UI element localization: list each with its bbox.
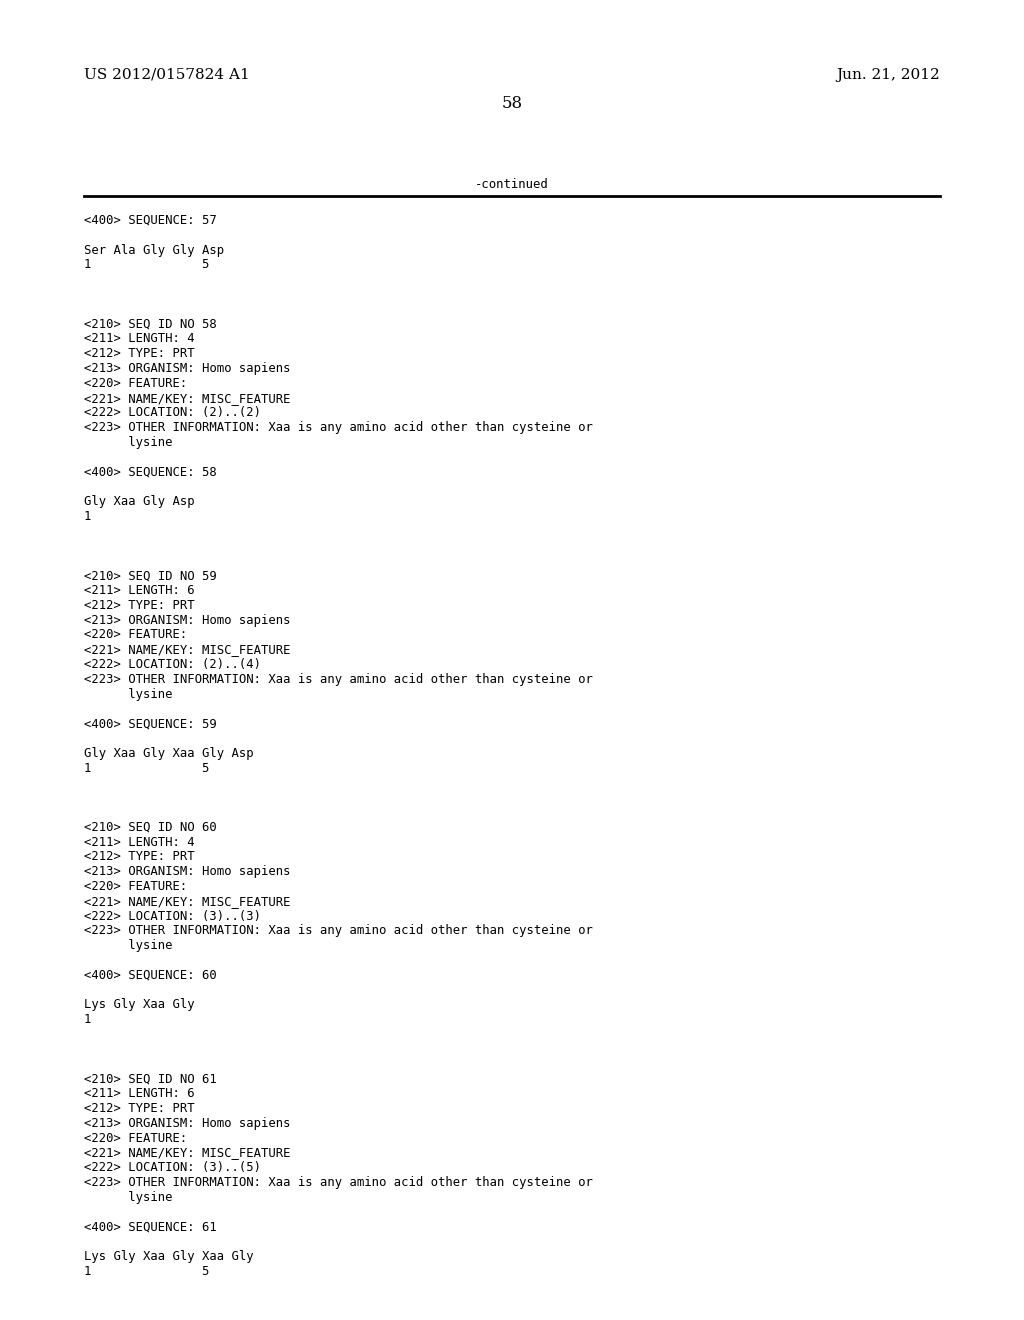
Text: <220> FEATURE:: <220> FEATURE: (84, 1131, 187, 1144)
Text: 1               5: 1 5 (84, 1265, 209, 1278)
Text: lysine: lysine (84, 688, 172, 701)
Text: Lys Gly Xaa Gly: Lys Gly Xaa Gly (84, 998, 195, 1011)
Text: 58: 58 (502, 95, 522, 112)
Text: lysine: lysine (84, 436, 172, 449)
Text: <221> NAME/KEY: MISC_FEATURE: <221> NAME/KEY: MISC_FEATURE (84, 1146, 291, 1159)
Text: Gly Xaa Gly Asp: Gly Xaa Gly Asp (84, 495, 195, 508)
Text: 1               5: 1 5 (84, 762, 209, 775)
Text: <223> OTHER INFORMATION: Xaa is any amino acid other than cysteine or: <223> OTHER INFORMATION: Xaa is any amin… (84, 1176, 593, 1189)
Text: <210> SEQ ID NO 61: <210> SEQ ID NO 61 (84, 1072, 217, 1085)
Text: <400> SEQUENCE: 61: <400> SEQUENCE: 61 (84, 1221, 217, 1233)
Text: Ser Ala Gly Gly Asp: Ser Ala Gly Gly Asp (84, 244, 224, 256)
Text: <223> OTHER INFORMATION: Xaa is any amino acid other than cysteine or: <223> OTHER INFORMATION: Xaa is any amin… (84, 421, 593, 434)
Text: <212> TYPE: PRT: <212> TYPE: PRT (84, 850, 195, 863)
Text: <222> LOCATION: (3)..(3): <222> LOCATION: (3)..(3) (84, 909, 261, 923)
Text: -continued: -continued (475, 178, 549, 191)
Text: <212> TYPE: PRT: <212> TYPE: PRT (84, 1102, 195, 1115)
Text: lysine: lysine (84, 940, 172, 952)
Text: <221> NAME/KEY: MISC_FEATURE: <221> NAME/KEY: MISC_FEATURE (84, 643, 291, 656)
Text: US 2012/0157824 A1: US 2012/0157824 A1 (84, 69, 250, 82)
Text: Gly Xaa Gly Xaa Gly Asp: Gly Xaa Gly Xaa Gly Asp (84, 747, 254, 760)
Text: <212> TYPE: PRT: <212> TYPE: PRT (84, 599, 195, 611)
Text: <212> TYPE: PRT: <212> TYPE: PRT (84, 347, 195, 360)
Text: 1: 1 (84, 510, 91, 523)
Text: <221> NAME/KEY: MISC_FEATURE: <221> NAME/KEY: MISC_FEATURE (84, 895, 291, 908)
Text: <400> SEQUENCE: 58: <400> SEQUENCE: 58 (84, 466, 217, 479)
Text: Jun. 21, 2012: Jun. 21, 2012 (837, 69, 940, 82)
Text: <222> LOCATION: (3)..(5): <222> LOCATION: (3)..(5) (84, 1162, 261, 1175)
Text: <400> SEQUENCE: 60: <400> SEQUENCE: 60 (84, 969, 217, 982)
Text: <210> SEQ ID NO 60: <210> SEQ ID NO 60 (84, 821, 217, 834)
Text: <213> ORGANISM: Homo sapiens: <213> ORGANISM: Homo sapiens (84, 865, 291, 878)
Text: 1: 1 (84, 1014, 91, 1026)
Text: <213> ORGANISM: Homo sapiens: <213> ORGANISM: Homo sapiens (84, 614, 291, 627)
Text: <210> SEQ ID NO 59: <210> SEQ ID NO 59 (84, 569, 217, 582)
Text: <221> NAME/KEY: MISC_FEATURE: <221> NAME/KEY: MISC_FEATURE (84, 392, 291, 405)
Text: <210> SEQ ID NO 58: <210> SEQ ID NO 58 (84, 318, 217, 330)
Text: 1               5: 1 5 (84, 259, 209, 272)
Text: <213> ORGANISM: Homo sapiens: <213> ORGANISM: Homo sapiens (84, 362, 291, 375)
Text: <220> FEATURE:: <220> FEATURE: (84, 376, 187, 389)
Text: <211> LENGTH: 4: <211> LENGTH: 4 (84, 836, 195, 849)
Text: <213> ORGANISM: Homo sapiens: <213> ORGANISM: Homo sapiens (84, 1117, 291, 1130)
Text: <220> FEATURE:: <220> FEATURE: (84, 880, 187, 894)
Text: <223> OTHER INFORMATION: Xaa is any amino acid other than cysteine or: <223> OTHER INFORMATION: Xaa is any amin… (84, 673, 593, 686)
Text: <222> LOCATION: (2)..(4): <222> LOCATION: (2)..(4) (84, 657, 261, 671)
Text: <211> LENGTH: 6: <211> LENGTH: 6 (84, 583, 195, 597)
Text: <220> FEATURE:: <220> FEATURE: (84, 628, 187, 642)
Text: <211> LENGTH: 4: <211> LENGTH: 4 (84, 333, 195, 346)
Text: Lys Gly Xaa Gly Xaa Gly: Lys Gly Xaa Gly Xaa Gly (84, 1250, 254, 1263)
Text: <222> LOCATION: (2)..(2): <222> LOCATION: (2)..(2) (84, 407, 261, 420)
Text: <211> LENGTH: 6: <211> LENGTH: 6 (84, 1088, 195, 1100)
Text: <400> SEQUENCE: 57: <400> SEQUENCE: 57 (84, 214, 217, 227)
Text: lysine: lysine (84, 1191, 172, 1204)
Text: <400> SEQUENCE: 59: <400> SEQUENCE: 59 (84, 717, 217, 730)
Text: <223> OTHER INFORMATION: Xaa is any amino acid other than cysteine or: <223> OTHER INFORMATION: Xaa is any amin… (84, 924, 593, 937)
